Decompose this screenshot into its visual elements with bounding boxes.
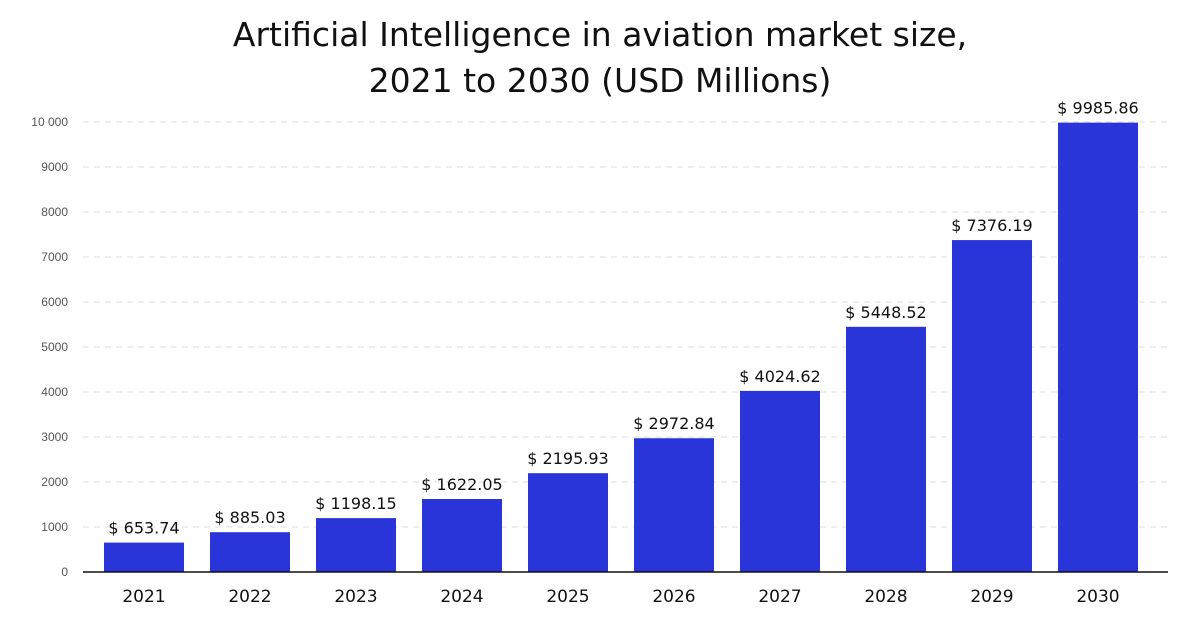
y-tick-label: 5000 — [41, 340, 68, 354]
bar-2028 — [846, 326, 926, 572]
y-tick-label: 1000 — [41, 520, 68, 534]
x-tick-label-2028: 2028 — [864, 587, 907, 607]
data-label-2022: $ 885.03 — [214, 508, 285, 527]
data-label-2021: $ 653.74 — [108, 519, 179, 538]
x-tick-label-2027: 2027 — [758, 587, 801, 607]
bar-2024 — [422, 499, 502, 572]
x-tick-label-2024: 2024 — [440, 587, 483, 607]
y-tick-label: 9000 — [41, 160, 68, 174]
chart-title-line-1: Artificial Intelligence in aviation mark… — [233, 15, 967, 54]
y-tick-label: 10 000 — [31, 115, 68, 129]
x-tick-label-2029: 2029 — [970, 587, 1013, 607]
y-tick-label: 6000 — [41, 295, 68, 309]
x-tick-label-2025: 2025 — [546, 587, 589, 607]
y-tick-label: 4000 — [41, 385, 68, 399]
x-tick-label-2026: 2026 — [652, 587, 695, 607]
y-tick-label: 0 — [61, 565, 68, 579]
data-labels: $ 653.74 $ 885.03 $ 1198.15 $ 1622.05 $ 2195… — [108, 99, 1138, 538]
data-label-2025: $ 2195.93 — [527, 449, 608, 468]
bar-2030 — [1058, 122, 1138, 573]
data-label-2028: $ 5448.52 — [845, 303, 926, 322]
bar-2022 — [210, 532, 290, 572]
y-axis-ticks: 0 1000 2000 3000 4000 5000 6000 7000 8000 9000 10 … — [31, 115, 68, 579]
data-label-2027: $ 4024.62 — [739, 367, 820, 386]
y-tick-label: 8000 — [41, 205, 68, 219]
y-tick-label: 7000 — [41, 250, 68, 264]
data-label-2023: $ 1198.15 — [315, 494, 396, 513]
bar-2029 — [952, 240, 1032, 572]
bar-2023 — [316, 518, 396, 572]
data-label-2024: $ 1622.05 — [421, 475, 502, 494]
data-label-2030: $ 9985.86 — [1057, 99, 1138, 118]
x-tick-label-2022: 2022 — [228, 587, 271, 607]
bars — [104, 122, 1138, 573]
chart-title-line-2: 2021 to 2030 (USD Millions) — [369, 61, 832, 100]
bar-2021 — [104, 542, 184, 572]
y-tick-label: 2000 — [41, 475, 68, 489]
bar-2026 — [634, 438, 714, 572]
x-tick-label-2021: 2021 — [122, 587, 165, 607]
gridlines — [83, 121, 1168, 528]
data-label-2029: $ 7376.19 — [951, 216, 1032, 235]
x-tick-label-2030: 2030 — [1076, 587, 1119, 607]
data-label-2026: $ 2972.84 — [633, 414, 714, 433]
bar-2027 — [740, 390, 820, 572]
y-tick-label: 3000 — [41, 430, 68, 444]
x-tick-label-2023: 2023 — [334, 587, 377, 607]
bar-2025 — [528, 473, 608, 572]
x-axis-ticks: 2021 2022 2023 2024 2025 2026 2027 2028 2029 2030 — [122, 587, 1119, 607]
